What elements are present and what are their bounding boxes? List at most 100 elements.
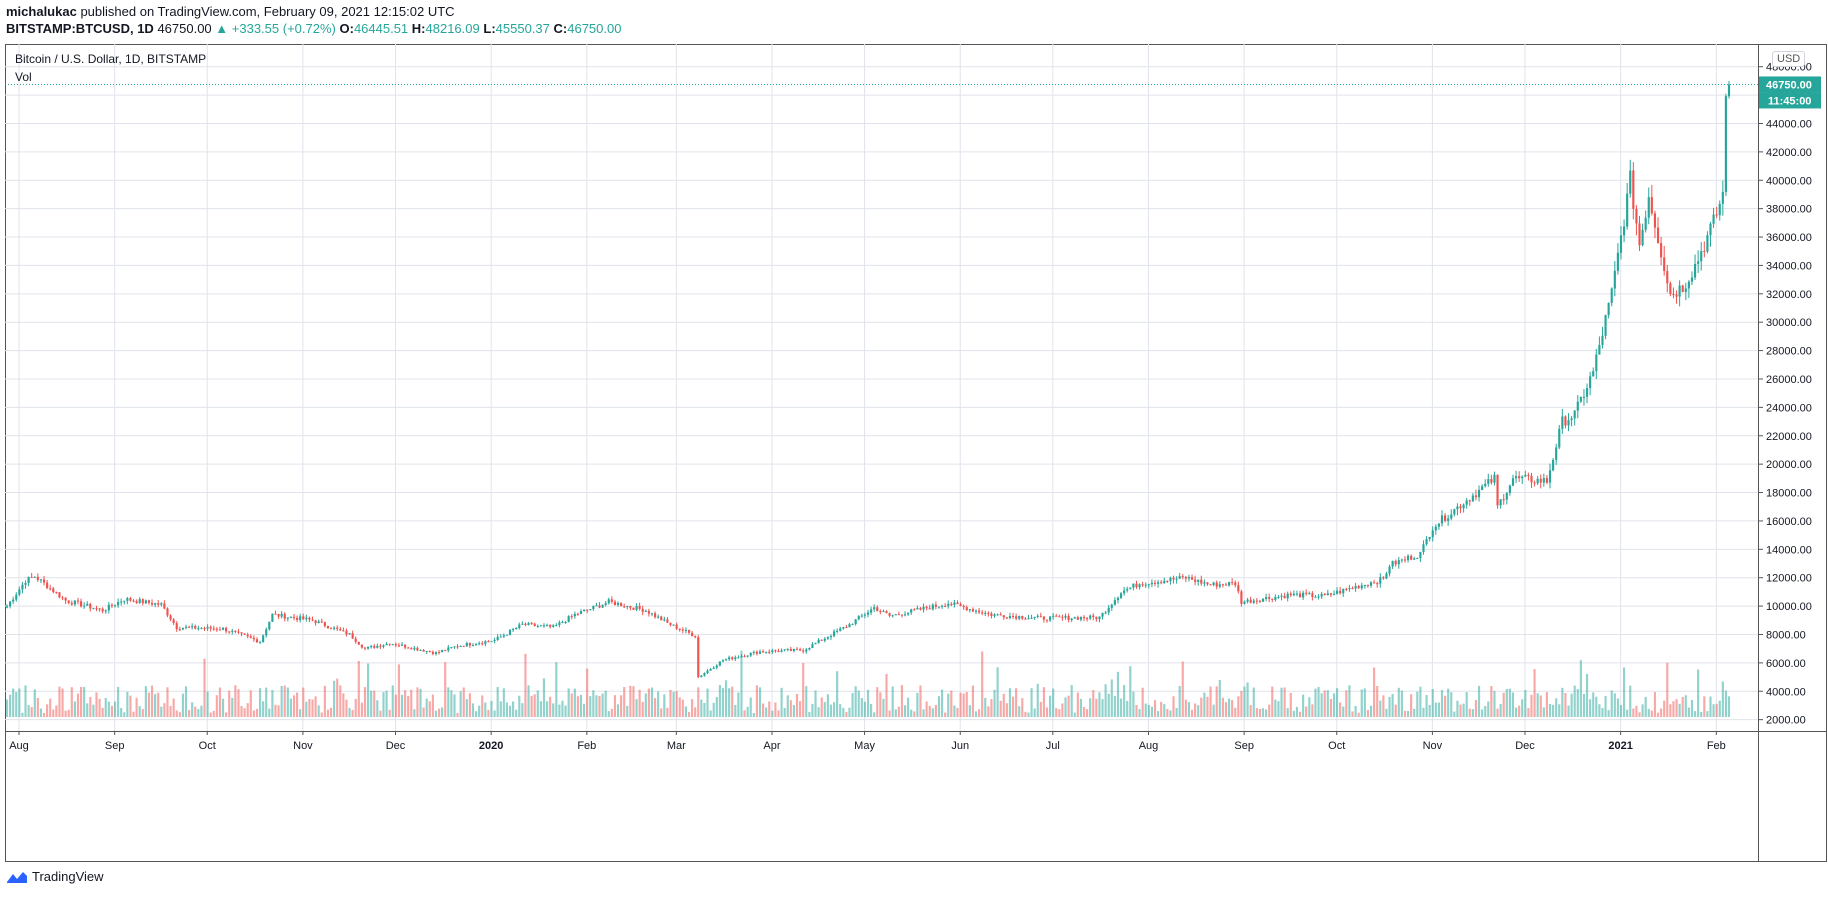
volume-bar xyxy=(499,701,502,717)
candle-body xyxy=(1604,315,1607,336)
volume-bar xyxy=(465,699,468,717)
volume-bar xyxy=(468,693,471,717)
candle-body xyxy=(400,644,404,646)
volume-bar xyxy=(1215,686,1218,717)
chart-area[interactable]: 48000.0046000.0044000.0042000.0040000.00… xyxy=(5,33,1827,862)
volume-bar xyxy=(1406,710,1410,717)
candle-body xyxy=(1246,599,1249,602)
candle-body xyxy=(950,604,953,606)
candle-body xyxy=(1197,579,1200,582)
volume-bar xyxy=(1030,688,1033,717)
candle-body xyxy=(1187,577,1191,579)
volume-bar xyxy=(1119,698,1123,717)
candle-body xyxy=(724,659,728,661)
candle-body xyxy=(286,617,289,619)
volume-bar xyxy=(1552,704,1555,717)
candle-body xyxy=(1635,208,1638,224)
candle-body xyxy=(1477,489,1481,498)
candle-body xyxy=(126,598,129,601)
volume-bar xyxy=(478,705,481,717)
candle-body xyxy=(1558,428,1561,448)
author-name: michalukac xyxy=(6,4,77,19)
candle-body xyxy=(135,601,138,604)
volume-bar xyxy=(1619,705,1623,717)
volume-bar xyxy=(607,711,610,717)
candle-body xyxy=(474,644,478,646)
volume-bar xyxy=(58,686,61,717)
published-text: published on TradingView.com, February 0… xyxy=(80,4,455,19)
volume-bar xyxy=(768,701,771,717)
volume-bar xyxy=(1329,698,1332,717)
candle-body xyxy=(657,616,660,618)
volume-bar xyxy=(1579,660,1582,717)
candle-body xyxy=(573,613,576,617)
candle-body xyxy=(1697,261,1700,264)
candle-body xyxy=(854,619,857,625)
volume-bar xyxy=(882,698,885,717)
volume-bar xyxy=(191,702,194,717)
volume-bar xyxy=(1484,705,1487,717)
candle-body xyxy=(1570,418,1573,421)
candle-body xyxy=(496,636,499,641)
candle-body xyxy=(206,626,209,629)
candle-body xyxy=(1215,582,1218,587)
price-tags: 46750.00 11:45:00 xyxy=(5,76,1821,109)
volume-bar xyxy=(73,701,76,717)
candle-body xyxy=(1638,223,1641,246)
volume-bar xyxy=(348,707,351,717)
volume-bar xyxy=(240,706,243,717)
volume-bar xyxy=(326,709,330,717)
candle-body xyxy=(363,647,367,649)
volume-bar xyxy=(900,685,904,717)
volume-bar xyxy=(1008,688,1012,717)
candle-body xyxy=(709,669,712,671)
candle-body xyxy=(181,627,184,630)
candle-body xyxy=(928,608,931,610)
volume-bar xyxy=(89,697,92,717)
candle-body xyxy=(1706,235,1709,252)
volume-bar xyxy=(274,704,277,717)
candle-body xyxy=(184,626,188,628)
candle-body xyxy=(1474,495,1478,498)
volume-bar xyxy=(1190,709,1194,717)
candle-body xyxy=(129,598,132,601)
volume-bar xyxy=(536,690,539,717)
tradingview-brand[interactable]: TradingView xyxy=(6,869,104,884)
candle-body xyxy=(1555,447,1558,460)
volume-bar xyxy=(1289,692,1292,717)
candle-body xyxy=(113,605,117,607)
volume-bar xyxy=(1070,685,1073,717)
candle-body xyxy=(237,631,240,633)
currency-button[interactable]: USD xyxy=(1772,51,1806,67)
candle-body xyxy=(320,621,323,623)
candle-body xyxy=(1527,474,1530,476)
volume-bar xyxy=(373,690,376,717)
candle-body xyxy=(512,629,515,631)
volume-bar xyxy=(1431,689,1434,717)
volume-bar xyxy=(147,692,151,717)
candle-body xyxy=(758,651,762,654)
price-chart[interactable]: 48000.0046000.0044000.0042000.0040000.00… xyxy=(5,33,1827,862)
volume-bar xyxy=(231,697,234,717)
candle-body xyxy=(1119,593,1123,598)
candle-body xyxy=(258,642,262,644)
volume-bar xyxy=(583,703,586,717)
candle-body xyxy=(1444,515,1447,521)
candle-body xyxy=(163,603,166,609)
volume-bar xyxy=(863,701,866,717)
volume-bar xyxy=(1227,698,1231,717)
volume-bar xyxy=(178,712,181,717)
candle-body xyxy=(98,608,101,610)
candle-body xyxy=(357,641,360,645)
volume-bar xyxy=(1298,711,1302,717)
candle-body xyxy=(218,629,222,631)
candle-body xyxy=(524,623,527,626)
volume-bar xyxy=(1157,711,1160,717)
time-tick-label: Apr xyxy=(763,740,780,752)
volume-bar xyxy=(829,704,833,717)
price-tick-label: 38000.00 xyxy=(1766,204,1812,216)
candle-body xyxy=(1045,619,1049,621)
volume-bar xyxy=(1169,710,1172,717)
candle-body xyxy=(27,576,30,584)
candle-body xyxy=(795,648,799,650)
